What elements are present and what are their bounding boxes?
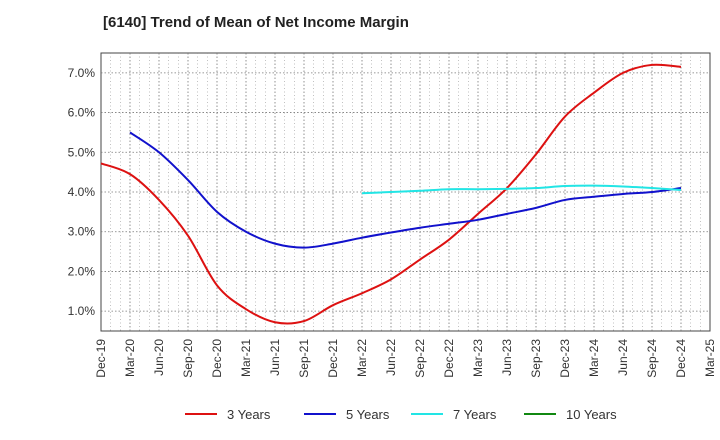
x-tick-label: Mar-21 xyxy=(239,339,253,377)
chart-title: [6140] Trend of Mean of Net Income Margi… xyxy=(103,14,409,31)
legend-label-5-years: 5 Years xyxy=(346,406,390,422)
y-tick-label: 3.0% xyxy=(68,225,96,239)
legend-swatch-10-years xyxy=(524,413,556,415)
x-tick-label: Mar-20 xyxy=(123,339,137,377)
legend-label-7-years: 7 Years xyxy=(453,406,497,422)
series-line-7-years xyxy=(361,184,682,195)
x-tick-label: Sep-22 xyxy=(413,339,427,378)
x-tick-label: Dec-20 xyxy=(210,339,224,378)
x-tick-label: Jun-23 xyxy=(500,339,514,376)
x-tick-label: Sep-24 xyxy=(645,339,659,378)
x-tick-label: Dec-21 xyxy=(326,339,340,378)
legend-label-10-years: 10 Years xyxy=(566,406,617,422)
legend-label-3-years: 3 Years xyxy=(227,406,271,422)
y-tick-label: 2.0% xyxy=(68,264,96,278)
x-tick-label: Sep-20 xyxy=(181,339,195,378)
x-tick-label: Dec-22 xyxy=(442,339,456,378)
series-line-5-years xyxy=(129,131,682,249)
legend-item-10-years: 10 Years xyxy=(524,404,617,424)
y-tick-label: 1.0% xyxy=(68,304,96,318)
y-tick-label: 6.0% xyxy=(68,106,96,120)
x-tick-label: Jun-22 xyxy=(384,339,398,376)
x-tick-label: Dec-19 xyxy=(94,339,108,378)
x-tick-label: Jun-24 xyxy=(616,339,630,376)
legend-swatch-5-years xyxy=(304,413,336,415)
x-tick-label: Jun-20 xyxy=(152,339,166,376)
x-tick-label: Sep-23 xyxy=(529,339,543,378)
x-tick-label: Sep-21 xyxy=(297,339,311,378)
legend-swatch-3-years xyxy=(185,413,217,415)
series-line-3-years xyxy=(100,63,682,325)
x-tick-label: Mar-25 xyxy=(703,339,717,377)
x-tick-label: Mar-22 xyxy=(355,339,369,377)
x-tick-label: Mar-24 xyxy=(587,339,601,377)
legend-item-7-years: 7 Years xyxy=(411,404,496,424)
x-tick-label: Dec-24 xyxy=(674,339,688,378)
x-tick-label: Jun-21 xyxy=(268,339,282,376)
legend-item-3-years: 3 Years xyxy=(185,404,270,424)
y-tick-label: 7.0% xyxy=(68,66,96,80)
legend-swatch-7-years xyxy=(411,413,443,415)
chart-legend: 3 Years 5 Years 7 Years 10 Years xyxy=(0,404,720,424)
y-tick-label: 4.0% xyxy=(68,185,96,199)
x-tick-label: Dec-23 xyxy=(558,339,572,378)
x-tick-label: Mar-23 xyxy=(471,339,485,377)
y-tick-label: 5.0% xyxy=(68,145,96,159)
legend-item-5-years: 5 Years xyxy=(304,404,389,424)
